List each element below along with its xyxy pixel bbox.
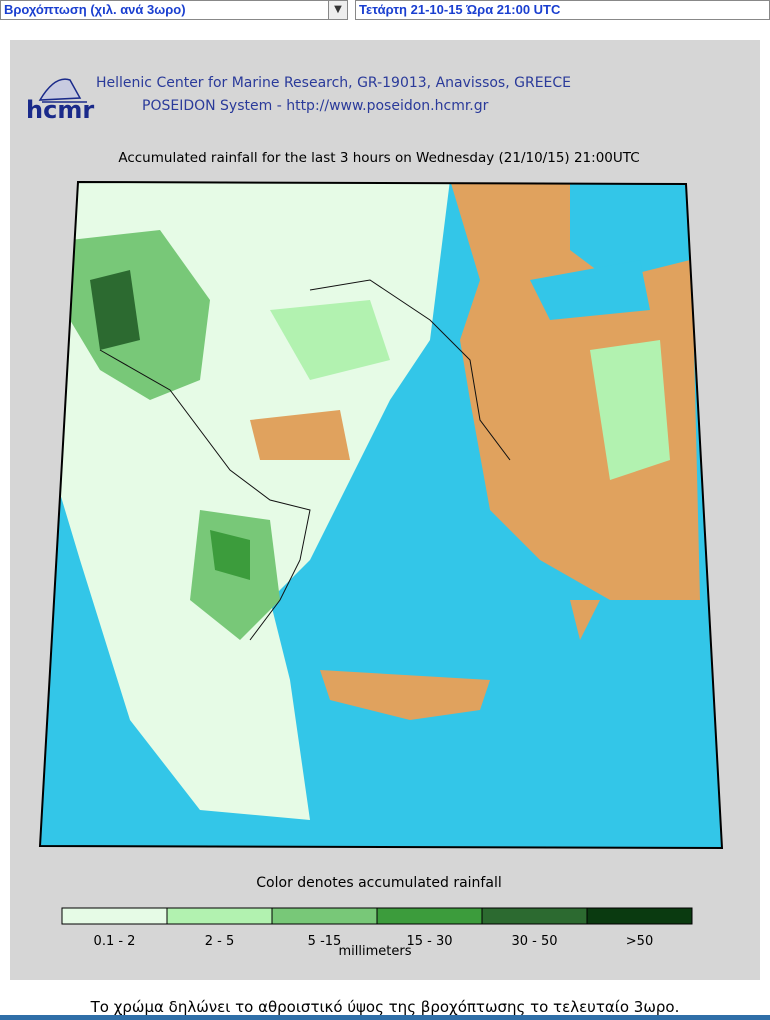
logo-ship bbox=[38, 78, 87, 103]
legend-swatch bbox=[271, 907, 378, 925]
legend-caption: Color denotes accumulated rainfall bbox=[256, 875, 501, 891]
map-title: Accumulated rainfall for the last 3 hour… bbox=[118, 150, 639, 166]
map bbox=[38, 180, 724, 850]
header-line1: Hellenic Center for Marine Research, GR-… bbox=[96, 75, 571, 91]
legend-swatch bbox=[166, 907, 273, 925]
map-panel: hcmr Hellenic Center for Marine Research… bbox=[10, 40, 760, 980]
logo-text: hcmr bbox=[26, 96, 94, 124]
legend-label: 5 -15 bbox=[308, 934, 342, 949]
footer-note: Το χρώμα δηλώνει το αθροιστικό ύψος της … bbox=[90, 998, 680, 1016]
parameter-select[interactable]: Βροχόπτωση (χιλ. ανά 3ωρο) bbox=[0, 0, 330, 20]
legend-label: >50 bbox=[626, 934, 653, 949]
header-line2: POSEIDON System - http://www.poseidon.hc… bbox=[142, 98, 489, 114]
map-figure: hcmr Hellenic Center for Marine Research… bbox=[26, 75, 724, 959]
legend-label: 2 - 5 bbox=[205, 934, 235, 949]
legend-swatch bbox=[376, 907, 483, 925]
legend-swatch bbox=[586, 907, 693, 925]
legend-swatch bbox=[481, 907, 588, 925]
legend: 0.1 - 2 2 - 5 5 -15 15 - 30 30 - 50 >50 bbox=[61, 907, 693, 949]
legend-units: millimeters bbox=[339, 944, 412, 959]
legend-swatch bbox=[61, 907, 168, 925]
legend-label: 30 - 50 bbox=[511, 934, 557, 949]
datetime-select[interactable]: Τετάρτη 21-10-15 Ώρα 21:00 UTC bbox=[355, 0, 770, 20]
select-arrow[interactable]: ▼ bbox=[328, 0, 348, 20]
legend-label: 15 - 30 bbox=[406, 934, 452, 949]
bottom-bar bbox=[0, 1015, 770, 1020]
legend-label: 0.1 - 2 bbox=[94, 934, 136, 949]
